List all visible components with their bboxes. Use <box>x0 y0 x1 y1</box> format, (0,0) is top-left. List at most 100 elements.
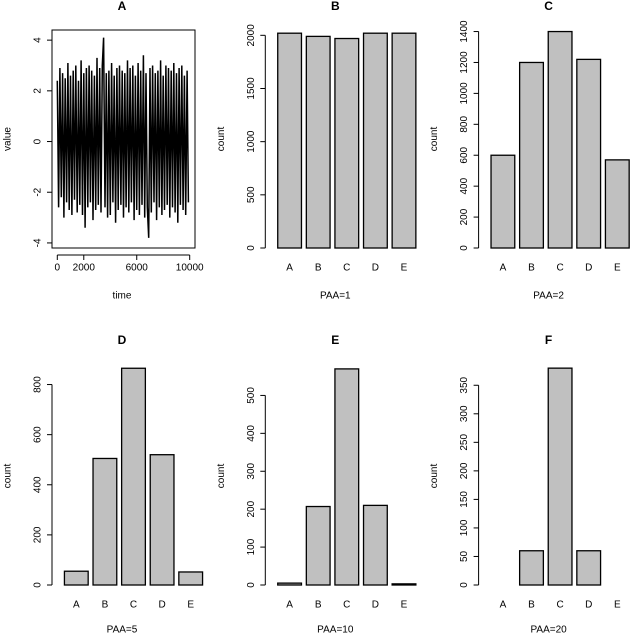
x-tick-label: C <box>556 600 563 611</box>
y-tick-label: 500 <box>246 387 257 404</box>
x-tick-label: E <box>614 600 621 611</box>
panel-title: B <box>331 0 340 13</box>
y-tick-label: 100 <box>459 519 470 536</box>
x-axis-label: PAA=1 <box>320 291 351 302</box>
y-tick-label: 1400 <box>459 20 470 43</box>
x-tick-label: D <box>585 600 592 611</box>
y-tick-label: 200 <box>459 462 470 479</box>
bar <box>305 505 331 586</box>
bar <box>391 583 417 586</box>
bar <box>178 571 204 586</box>
bar <box>92 457 118 586</box>
y-tick-label: 300 <box>459 405 470 422</box>
y-tick-label: 600 <box>33 426 44 443</box>
x-tick-label: C <box>343 600 350 611</box>
bar <box>362 32 388 249</box>
x-tick-label: 6000 <box>126 263 149 274</box>
y-tick-label: 350 <box>459 376 470 393</box>
bar <box>576 550 602 586</box>
x-tick-label: E <box>401 600 408 611</box>
y-axis-label: count <box>3 464 14 489</box>
y-tick-label: 250 <box>459 434 470 451</box>
bar <box>391 32 417 249</box>
x-tick-label: D <box>158 600 165 611</box>
x-tick-label: B <box>102 600 109 611</box>
x-axis-label: PAA=2 <box>533 291 564 302</box>
x-axis-label: PAA=20 <box>530 625 567 634</box>
panel-title: C <box>544 0 553 13</box>
bar <box>334 368 360 586</box>
y-tick-label: 150 <box>459 491 470 508</box>
bar <box>490 154 516 249</box>
x-tick-label: 2000 <box>73 263 96 274</box>
y-tick-label: 4 <box>33 37 44 43</box>
panel-title: A <box>118 0 127 13</box>
y-tick-label: 1000 <box>246 130 257 153</box>
x-tick-label: C <box>130 600 137 611</box>
bar <box>604 159 630 249</box>
x-tick-label: 0 <box>55 263 61 274</box>
x-tick-label: C <box>556 263 563 274</box>
x-tick-label: B <box>528 600 535 611</box>
y-tick-label: 0 <box>33 582 44 588</box>
x-axis-label: PAA=10 <box>317 625 354 634</box>
bar <box>277 582 303 586</box>
y-tick-label: 0 <box>246 245 257 251</box>
x-tick-label: E <box>187 600 194 611</box>
y-tick-label: 0 <box>459 582 470 588</box>
plot-frame <box>51 29 196 249</box>
x-tick-label: A <box>286 600 293 611</box>
bar <box>547 30 573 249</box>
y-tick-label: 200 <box>246 500 257 517</box>
x-tick-label: A <box>286 263 293 274</box>
panel-title: F <box>545 333 552 347</box>
bar <box>63 570 89 586</box>
y-tick-label: 2000 <box>246 24 257 47</box>
y-tick-label: 300 <box>246 462 257 479</box>
y-tick-label: 0 <box>246 582 257 588</box>
y-tick-label: 100 <box>246 538 257 555</box>
y-tick-label: 50 <box>459 550 470 562</box>
bar <box>334 37 360 249</box>
y-tick-label: 400 <box>33 476 44 493</box>
bar <box>362 504 388 586</box>
x-axis-label: PAA=5 <box>107 625 138 634</box>
x-tick-label: A <box>73 600 80 611</box>
x-tick-label: A <box>500 600 507 611</box>
x-tick-label: C <box>343 263 350 274</box>
y-tick-label: -4 <box>33 238 44 247</box>
y-axis-label: value <box>3 127 14 151</box>
y-axis-label: count <box>216 464 227 489</box>
x-tick-label: 10000 <box>176 263 204 274</box>
y-tick-label: 800 <box>459 116 470 133</box>
y-axis-label: count <box>429 464 440 489</box>
panel-title: D <box>118 333 127 347</box>
y-tick-label: 800 <box>33 376 44 393</box>
y-tick-label: 1200 <box>459 51 470 74</box>
y-tick-label: 2 <box>33 88 44 94</box>
series-line <box>56 37 190 238</box>
y-tick-label: 600 <box>459 146 470 163</box>
x-tick-label: E <box>614 263 621 274</box>
x-tick-label: A <box>500 263 507 274</box>
y-tick-label: 0 <box>33 138 44 144</box>
bar <box>576 58 602 249</box>
x-tick-label: B <box>315 600 322 611</box>
x-tick-label: B <box>315 263 322 274</box>
x-tick-label: D <box>372 263 379 274</box>
y-tick-label: 200 <box>33 526 44 543</box>
bar <box>518 550 545 586</box>
bar <box>518 61 545 249</box>
bar <box>149 454 175 586</box>
x-tick-label: E <box>401 263 408 274</box>
x-tick-label: D <box>372 600 379 611</box>
y-axis-label: count <box>429 127 440 152</box>
bar <box>120 367 147 586</box>
bar <box>277 32 303 249</box>
bar <box>547 367 573 586</box>
y-tick-label: 1000 <box>459 82 470 105</box>
bar <box>305 35 331 249</box>
y-tick-label: -2 <box>33 187 44 196</box>
x-tick-label: B <box>528 263 535 274</box>
